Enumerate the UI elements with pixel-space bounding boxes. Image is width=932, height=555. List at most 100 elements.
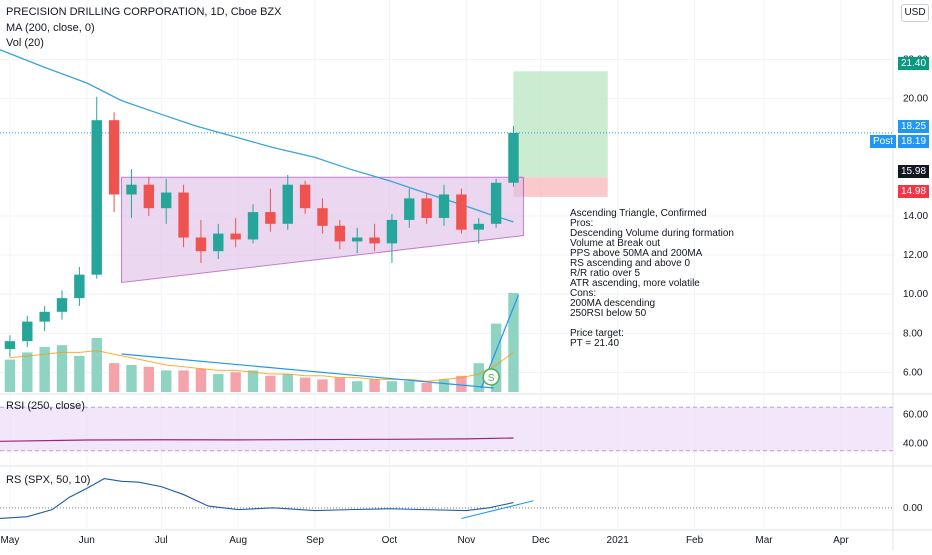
volume-bar: [386, 381, 398, 392]
price-tick-label: 14.00: [903, 211, 928, 222]
candle-body: [456, 194, 467, 230]
analysis-note-line: 250RSI below 50: [570, 308, 647, 319]
volume-trend-line: [121, 353, 494, 389]
volume-ma-line: [9, 350, 514, 382]
ma200-line: [0, 49, 514, 223]
candle-body: [421, 198, 432, 218]
event-marker-label: S: [488, 373, 495, 384]
candle-body: [178, 192, 189, 238]
chart-title: PRECISION DRILLING CORPORATION, 1D, Cboe…: [6, 6, 282, 18]
analysis-note-line: Ascending Triangle, Confirmed: [570, 208, 707, 219]
analysis-note-line: Price target:: [570, 328, 624, 339]
rsi-line: [0, 437, 514, 442]
analysis-notes: Ascending Triangle, Confirmed Pros: Desc…: [570, 209, 734, 349]
candle-body: [334, 225, 346, 242]
time-tick-label: Feb: [686, 535, 704, 546]
analysis-note-line: RS ascending and above 0: [570, 258, 691, 269]
volume-bar: [421, 383, 432, 392]
candle-body: [108, 120, 120, 195]
volume-bar: [438, 379, 450, 392]
candle-body: [91, 120, 102, 275]
volume-bar: [39, 347, 50, 392]
volume-bar: [74, 356, 85, 392]
rsi-tick-label: 40.00: [903, 439, 928, 450]
volume-bar: [22, 352, 33, 392]
candle-body: [386, 219, 398, 244]
price-tick-label: 12.00: [903, 250, 928, 261]
candle-body: [74, 274, 85, 299]
analysis-note-line: R/R ratio over 5: [570, 268, 641, 279]
time-tick-label: Sep: [306, 535, 324, 546]
price-tick-label: 6.00: [903, 367, 923, 378]
last-price-tag: 18.25: [898, 120, 930, 133]
time-tick-label: Jun: [79, 535, 95, 546]
candle-body: [351, 237, 363, 242]
time-tick-label: Nov: [457, 535, 475, 546]
volume-bar: [334, 377, 346, 392]
candle-body: [213, 233, 224, 252]
time-tick-label: Oct: [382, 535, 398, 546]
entry-price-tag: 15.98: [898, 165, 930, 178]
rs-line: [0, 478, 514, 520]
rsi-tick-label: 60.00: [903, 410, 928, 421]
volume-bar: [230, 372, 241, 392]
candle-body: [317, 208, 328, 226]
volume-bar: [213, 374, 224, 392]
volume-bar: [299, 377, 311, 392]
volume-bar: [56, 345, 68, 392]
analysis-note-line: 200MA descending: [570, 298, 656, 309]
volume-bar: [317, 379, 328, 392]
candle-body: [299, 184, 311, 209]
candle-body: [438, 194, 450, 218]
post-market-tag: 18.19: [898, 135, 930, 148]
candle-body: [282, 184, 293, 224]
stop-price-tag: 14.98: [898, 185, 930, 198]
analysis-note-line: Pros:: [570, 218, 594, 229]
volume-bar: [247, 370, 259, 392]
candle-body: [39, 311, 50, 322]
volume-bar: [108, 363, 120, 392]
ma-legend: MA (200, close, 0): [6, 22, 95, 34]
candle-body: [56, 298, 68, 312]
price-tick-label: 20.00: [903, 94, 928, 105]
volume-bar: [351, 381, 363, 392]
volume-bar: [473, 363, 484, 392]
currency-button[interactable]: USD: [901, 4, 929, 22]
volume-bar: [456, 375, 467, 392]
volume-legend: Vol (20): [6, 37, 44, 49]
candle-body: [369, 237, 380, 244]
analysis-note-line: Descending Volume during formation: [570, 228, 734, 239]
analysis-note-line: ATR ascending, more volatile: [570, 278, 700, 289]
candle-body: [22, 321, 33, 342]
candle-body: [195, 237, 207, 252]
volume-bar: [404, 381, 415, 392]
volume-bar: [143, 366, 155, 392]
time-tick-label: Dec: [532, 535, 550, 546]
rsi-legend: RSI (250, close): [6, 400, 85, 412]
volume-bar: [126, 365, 137, 392]
candle-body: [508, 132, 519, 183]
volume-bar: [160, 370, 172, 392]
analysis-note-line: PPS above 50MA and 200MA: [570, 248, 703, 259]
time-tick-label: 2021: [607, 535, 630, 546]
volume-bar: [508, 293, 519, 392]
candle-body: [143, 184, 155, 209]
candle-body: [490, 182, 502, 224]
time-tick-label: Jul: [155, 535, 168, 546]
price-tick-label: 8.00: [903, 328, 923, 339]
volume-bar: [265, 375, 276, 392]
candle-body: [473, 223, 484, 230]
volume-bar: [490, 323, 502, 392]
candle-body: [265, 212, 276, 224]
volume-bar: [4, 359, 16, 392]
volume-bar: [178, 370, 189, 392]
target-price-tag: 21.40: [898, 57, 930, 70]
candle-body: [230, 233, 241, 240]
volume-bar: [282, 374, 293, 392]
time-tick-label: Aug: [229, 535, 247, 546]
post-market-label: Post: [870, 135, 897, 148]
candle-body: [126, 184, 137, 195]
candle-body: [404, 198, 415, 220]
rs-legend: RS (SPX, 50, 10): [6, 474, 91, 486]
